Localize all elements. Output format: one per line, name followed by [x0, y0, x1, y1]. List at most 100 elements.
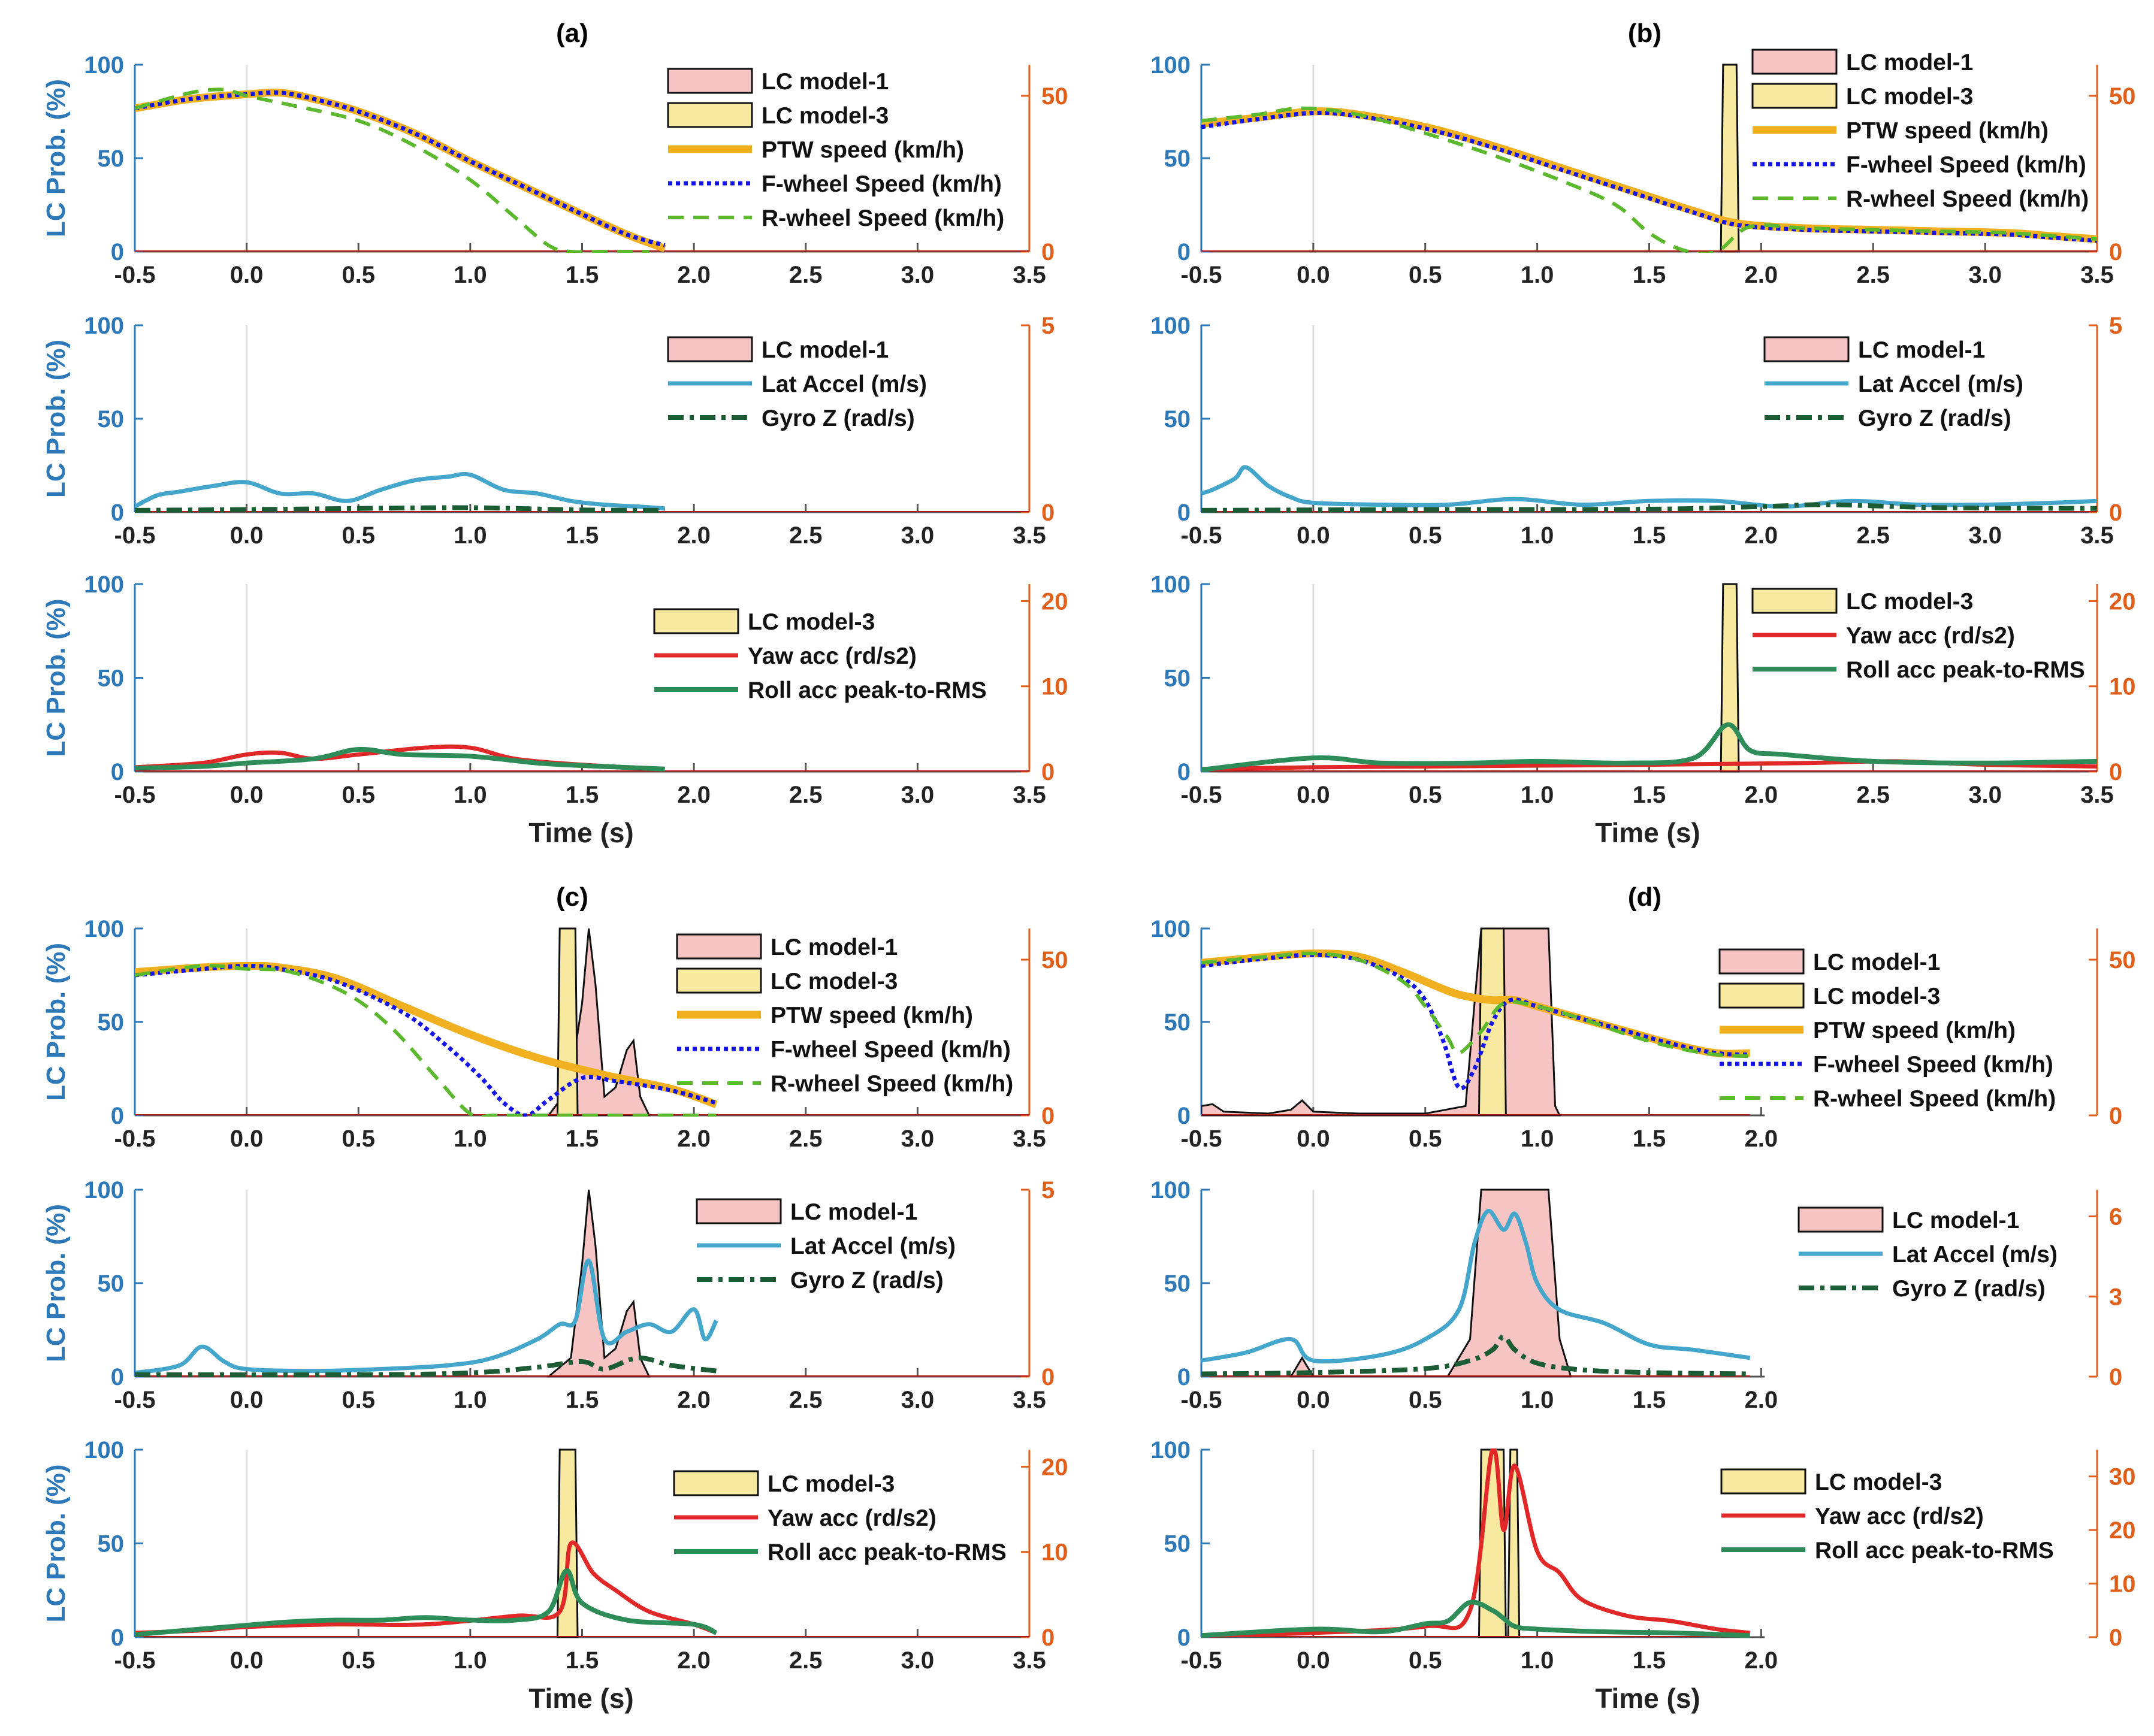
x-tick-label: 2.5: [789, 1647, 823, 1674]
legend-swatch-lc1: [667, 68, 753, 94]
legend-swatch-lc1: [667, 336, 753, 362]
legend-swatch-lc1: [696, 1198, 782, 1224]
left-tick-label: 100: [84, 52, 124, 78]
x-tick-label: 3.5: [2080, 522, 2114, 549]
x-tick-label: 2.5: [1856, 262, 1890, 288]
right-tick-label: 3: [2109, 1284, 2122, 1310]
x-axis-label: Time (s): [1595, 1683, 1700, 1714]
x-tick-label: 0.0: [1297, 262, 1330, 288]
y-axis-label: LC Prob. (%): [41, 943, 71, 1101]
legend-label-yaw: Yaw acc (rd/s2): [1815, 1504, 1984, 1529]
x-tick-label: 3.0: [1968, 262, 2002, 288]
x-tick-label: 0.0: [230, 1647, 264, 1674]
x-tick-label: 3.0: [901, 1126, 935, 1152]
legend-label-rwheel: R-wheel Speed (km/h): [771, 1071, 1013, 1097]
x-tick-label: -0.5: [114, 522, 156, 549]
right-tick-label: 0: [2109, 1103, 2122, 1129]
panel-title: (c): [556, 882, 588, 912]
fwheel-series-line: [135, 90, 666, 247]
x-tick-label: 1.5: [1633, 1387, 1666, 1413]
x-tick-label: 3.5: [1013, 1387, 1046, 1413]
x-tick-label: 0.0: [1297, 1387, 1330, 1413]
x-tick-label: 2.0: [677, 782, 711, 808]
x-tick-label: 1.0: [454, 262, 487, 288]
x-tick-label: 2.0: [677, 1126, 711, 1152]
x-tick-label: 0.0: [230, 1126, 264, 1152]
left-tick-label: 50: [1164, 1271, 1191, 1297]
x-tick-label: 2.5: [789, 1126, 823, 1152]
left-tick-label: 50: [1164, 1531, 1191, 1557]
legend-swatch-lc1: [1763, 336, 1850, 362]
plot-area: [135, 744, 1029, 772]
legend: LC model-3 Yaw acc (rd/s2) Roll acc peak-t…: [673, 1470, 1007, 1565]
plot-area: [1201, 583, 2097, 773]
legend-label-lc3: LC model-3: [1813, 984, 1940, 1009]
panel-1: (a)-0.5 0.0 0.5 1.0 1.5 2.0 2.5 3.0 3.5050100LC …: [41, 19, 1068, 288]
legend-swatch-lc3: [1751, 588, 1838, 614]
ptw-series-line: [135, 88, 666, 252]
legend-label-lc3: LC model-3: [1846, 589, 1973, 615]
x-tick-label: 0.0: [230, 1387, 264, 1413]
x-tick-label: -0.5: [1181, 1126, 1222, 1152]
left-tick-label: 0: [1177, 1625, 1191, 1651]
legend-label-yaw: Yaw acc (rd/s2): [768, 1505, 936, 1531]
legend-label-rwheel: R-wheel Speed (km/h): [1813, 1086, 2056, 1112]
legend: LC model-1 LC model-3 PTW speed (km/h) F-wh…: [1718, 948, 2056, 1112]
x-tick-label: 1.0: [1521, 262, 1554, 288]
panel-title: (b): [1628, 19, 1661, 48]
x-tick-label: 2.5: [789, 782, 823, 808]
legend-swatch-lc3: [673, 1470, 759, 1496]
x-tick-label: 0.0: [230, 782, 264, 808]
legend-label-lat: Lat Accel (m/s): [1892, 1242, 2058, 1268]
legend-label-lat: Lat Accel (m/s): [790, 1233, 956, 1259]
right-tick-label: 0: [2109, 500, 2122, 526]
right-tick-label: 10: [2109, 674, 2136, 700]
y-axis-label: LC Prob. (%): [41, 599, 71, 757]
legend-label-lc1: LC model-1: [771, 934, 898, 960]
y-axis-label: LC Prob. (%): [41, 340, 71, 498]
x-tick-label: 2.0: [1745, 782, 1778, 808]
x-tick-label: 2.5: [789, 522, 823, 549]
panel-10: (d) -0.5 0.0 0.5 1.0 1.5 2.0 0 50 100 0 50 LC model-…: [1150, 882, 2135, 1152]
x-tick-label: 2.0: [677, 1387, 711, 1413]
x-tick-label: 0.5: [342, 782, 375, 808]
x-tick-label: 2.0: [677, 522, 711, 549]
x-tick-label: -0.5: [114, 262, 156, 288]
legend-label-lc1: LC model-1: [762, 337, 889, 363]
legend-swatch-lc1: [1718, 948, 1805, 975]
x-tick-label: -0.5: [1181, 1647, 1222, 1674]
x-axis-label: Time (s): [1595, 817, 1700, 848]
left-tick-label: 0: [1177, 1103, 1191, 1129]
fwheel-series-line: [135, 963, 717, 1117]
left-tick-label: 50: [1164, 146, 1191, 172]
legend-label-ptw: PTW speed (km/h): [762, 137, 964, 163]
x-tick-label: 2.0: [677, 262, 711, 288]
lc-model-1-area: [1201, 927, 1561, 1117]
lat-series-line: [1201, 465, 2097, 509]
legend-label-lc3: LC model-3: [1815, 1469, 1942, 1495]
right-tick-label: 10: [2109, 1571, 2136, 1598]
left-tick-label: 0: [1177, 1364, 1191, 1390]
gyro-series-line: [135, 505, 665, 513]
x-tick-label: -0.5: [114, 782, 156, 808]
right-tick-label: 0: [1041, 1625, 1055, 1651]
left-tick-label: 50: [98, 1271, 125, 1297]
x-tick-label: 1.5: [566, 262, 599, 288]
gyro-series-line: [1201, 502, 2097, 513]
x-tick-label: 2.5: [789, 262, 823, 288]
x-tick-label: 3.0: [901, 522, 935, 549]
x-tick-label: 1.0: [454, 782, 487, 808]
right-tick-label: 0: [1041, 1103, 1055, 1129]
right-tick-label: 10: [1041, 1540, 1068, 1566]
right-tick-label: 5: [1041, 1177, 1055, 1203]
panel-9: -0.5 0.0 0.5 1.0 1.5 2.0 2.5 3.0 3.5 Time (s) 0 50 1…: [41, 1437, 1068, 1714]
left-tick-label: 100: [84, 916, 124, 942]
legend-swatch-lc3: [676, 967, 762, 994]
legend-label-fwheel: F-wheel Speed (km/h): [771, 1037, 1011, 1063]
x-tick-label: 3.5: [2080, 782, 2114, 808]
x-tick-label: 0.5: [342, 1647, 375, 1674]
x-tick-label: -0.5: [114, 1387, 156, 1413]
fwheel-series-line: [1201, 110, 2097, 243]
